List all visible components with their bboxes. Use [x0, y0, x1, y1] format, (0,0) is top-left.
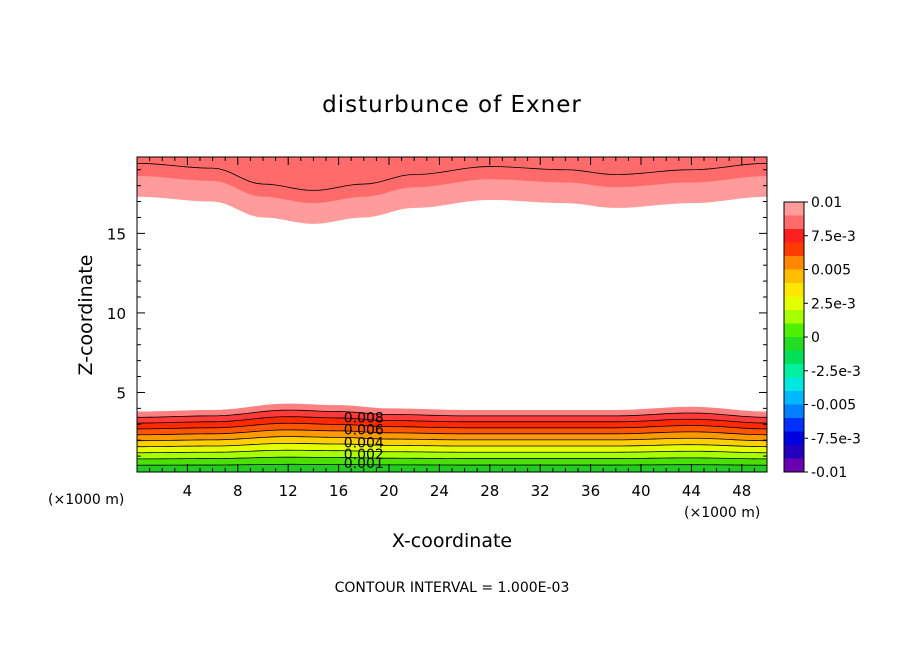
x-axis: 4 8 12 16 20 24 28 32 36 40 44 48	[136, 157, 768, 500]
contour-label: 0.008	[344, 411, 384, 427]
colorbar-label: 0	[811, 330, 820, 346]
colorbar-label: -0.005	[811, 398, 856, 414]
lower-contour-line-6	[136, 429, 768, 436]
lower-contour-line-3	[136, 449, 768, 454]
colorbar-swatch	[784, 229, 804, 243]
x-tick-label: 40	[631, 482, 650, 500]
x-tick-label: 48	[732, 482, 751, 500]
colorbar-swatch	[784, 202, 804, 216]
contour-label: 0.006	[344, 422, 384, 438]
colorbar-swatch	[784, 391, 804, 405]
colorbar-swatch	[784, 404, 804, 419]
upper-contour-line	[136, 162, 768, 191]
upper-band-2	[137, 157, 767, 204]
colorbar-swatch	[784, 283, 804, 297]
colorbar-label: 7.5e-3	[811, 229, 856, 245]
colorbar-label: 0.005	[811, 263, 851, 279]
lower-contour-line-2	[136, 456, 768, 460]
x-tick-label: 20	[379, 482, 398, 500]
x-tick-label: 36	[581, 482, 600, 500]
colorbar-swatch	[784, 269, 804, 284]
colorbar-swatch	[784, 445, 804, 459]
x-unit-label-right: (×1000 m)	[684, 505, 760, 521]
contour-label: 0.004	[344, 435, 384, 451]
colorbar-swatch	[784, 458, 804, 473]
y-axis-label: Z-coordinate	[75, 255, 97, 376]
y-axis: 5 10 15	[107, 169, 767, 473]
x-tick-label: 16	[329, 482, 348, 500]
colorbar-label: 2.5e-3	[811, 296, 856, 312]
colorbar-label: -0.01	[811, 465, 847, 481]
x-tick-label: 8	[233, 482, 243, 500]
colorbar-swatch	[784, 431, 804, 446]
colorbar-swatch	[784, 310, 804, 324]
x-unit-label-left: (×1000 m)	[48, 492, 124, 508]
x-tick-label: 24	[430, 482, 449, 500]
lower-contour-line-7	[136, 422, 768, 430]
y-tick-label: 5	[116, 384, 126, 402]
x-tick-label: 12	[279, 482, 298, 500]
lower-contour-line-8	[136, 416, 768, 424]
plot-area	[137, 157, 767, 472]
lower-contour-line-4	[136, 442, 768, 448]
lower-contour-line-5	[136, 436, 768, 442]
colorbar-swatch	[784, 418, 804, 432]
contour-label: 0.001	[344, 456, 384, 472]
lower-contour-line-1	[136, 463, 768, 466]
chart-title: disturbunce of Exner	[322, 92, 582, 118]
x-axis-label: X-coordinate	[392, 530, 512, 552]
colorbar-swatch	[784, 256, 804, 270]
x-tick-label: 4	[183, 482, 193, 500]
colorbar: 0.01 7.5e-3 0.005 2.5e-3 0 -2.5e-3 -0.005 -7.5e…	[783, 195, 861, 481]
colorbar-label: -2.5e-3	[811, 364, 861, 380]
y-tick-label: 10	[107, 305, 126, 323]
colorbar-label: -7.5e-3	[811, 431, 861, 447]
colorbar-swatch	[784, 377, 804, 392]
contour-label: 0.002	[344, 447, 384, 463]
contour-interval-note: CONTOUR INTERVAL = 1.000E-03	[335, 580, 570, 596]
colorbar-swatch	[784, 242, 804, 257]
colorbar-label: 0.01	[811, 195, 842, 211]
contour-lines	[136, 162, 768, 466]
y-tick-label: 15	[107, 225, 126, 243]
lower-contour-line-9	[136, 409, 768, 418]
colorbar-swatch	[784, 215, 804, 230]
colorbar-swatch	[784, 323, 804, 338]
colorbar-swatch	[784, 350, 804, 365]
x-tick-label: 32	[531, 482, 550, 500]
colorbar-swatch	[784, 296, 804, 311]
x-tick-label: 44	[682, 482, 701, 500]
x-tick-label: 28	[480, 482, 499, 500]
colorbar-swatch	[784, 364, 804, 378]
colorbar-swatch	[784, 337, 804, 351]
